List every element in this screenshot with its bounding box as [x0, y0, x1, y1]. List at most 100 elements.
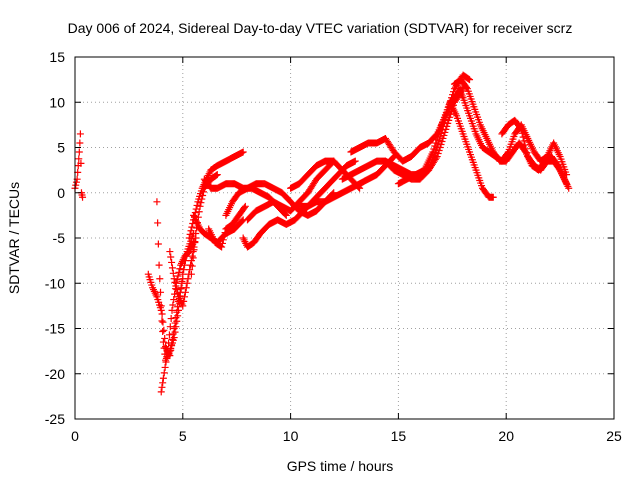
data-point [165, 331, 173, 339]
data-point [157, 388, 165, 396]
data-point [72, 178, 80, 186]
data-point [166, 352, 174, 360]
y-tick-label: -20 [45, 366, 65, 382]
data-point [154, 219, 162, 227]
series-arc-m [243, 157, 338, 224]
data-point [172, 282, 180, 290]
data-point [462, 83, 470, 91]
data-point [212, 171, 220, 179]
data-point [168, 258, 176, 266]
data-point [172, 314, 180, 322]
data-point [162, 358, 170, 366]
series-arc-v [446, 98, 497, 201]
data-point [516, 124, 524, 132]
data-point [176, 265, 184, 273]
data-point [199, 191, 207, 199]
data-point [161, 363, 169, 371]
data-point [156, 275, 164, 283]
data-point [180, 297, 188, 305]
data-point [75, 148, 83, 156]
data-point [179, 302, 187, 310]
data-point [164, 347, 172, 355]
data-point [221, 229, 229, 237]
data-point [199, 188, 207, 196]
data-point [157, 288, 165, 296]
data-point [434, 133, 442, 141]
data-point [169, 269, 177, 277]
data-point [466, 76, 474, 84]
data-point [181, 288, 189, 296]
data-point [197, 199, 205, 207]
data-point [160, 326, 168, 334]
data-point [519, 133, 527, 141]
series-arc-a [71, 130, 87, 201]
data-point [154, 240, 162, 248]
data-point [159, 379, 167, 387]
data-point [170, 296, 178, 304]
y-tick-label: 10 [49, 94, 65, 110]
data-point [165, 339, 173, 347]
data-point [188, 223, 196, 231]
series-arc-l [239, 157, 359, 251]
data-point [239, 148, 247, 156]
data-point [220, 232, 228, 240]
grid [75, 57, 614, 419]
data-point [517, 125, 525, 133]
x-tick-label: 0 [71, 428, 79, 444]
data-point [191, 238, 199, 246]
data-point [351, 157, 359, 165]
data-point [155, 261, 163, 269]
data-point [169, 301, 177, 309]
data-point [218, 243, 226, 251]
data-point [282, 211, 290, 219]
data-point [168, 264, 176, 272]
data-point [159, 374, 167, 382]
data-point [173, 308, 181, 316]
data-point [174, 306, 182, 314]
data-point [171, 278, 179, 286]
data-point [190, 246, 198, 254]
data-point [174, 303, 182, 311]
data-point [185, 234, 193, 242]
data-point [77, 159, 85, 167]
data-point [240, 204, 248, 212]
data-point [161, 334, 169, 342]
data-point [174, 272, 182, 280]
y-tick-label: -15 [45, 321, 65, 337]
data-point [449, 88, 457, 96]
data-point [192, 229, 200, 237]
data-point [187, 227, 195, 235]
data-point [565, 184, 573, 192]
data-point [169, 330, 177, 338]
series-arc-d [157, 239, 198, 396]
data-point [218, 239, 226, 247]
data-point [75, 155, 83, 163]
data-point [196, 202, 204, 210]
data-point [189, 254, 197, 262]
data-point [153, 198, 161, 206]
data-point [182, 284, 190, 292]
y-tick-label: -5 [53, 230, 66, 246]
y-tick-label: -10 [45, 275, 65, 291]
data-point [171, 290, 179, 298]
data-point [170, 325, 178, 332]
data-point [430, 145, 438, 153]
data-point [432, 139, 440, 147]
data-point [167, 253, 175, 261]
data-point [157, 302, 165, 310]
data-point [79, 193, 87, 201]
series-arc-t [455, 85, 571, 179]
data-point [187, 261, 195, 269]
data-point [429, 148, 437, 156]
x-axis-label: GPS time / hours [287, 458, 394, 474]
data-point [170, 275, 178, 283]
axis-ticks: 0 5 10 15 20 25 -25 -20 -15 -10 -5 0 5 10 15 [45, 49, 622, 444]
data-point [76, 130, 84, 138]
data-point [171, 319, 179, 327]
data-point [563, 180, 571, 188]
x-tick-label: 25 [606, 428, 622, 444]
y-tick-label: 5 [57, 140, 65, 156]
data-point [281, 210, 289, 218]
x-tick-label: 20 [498, 428, 514, 444]
